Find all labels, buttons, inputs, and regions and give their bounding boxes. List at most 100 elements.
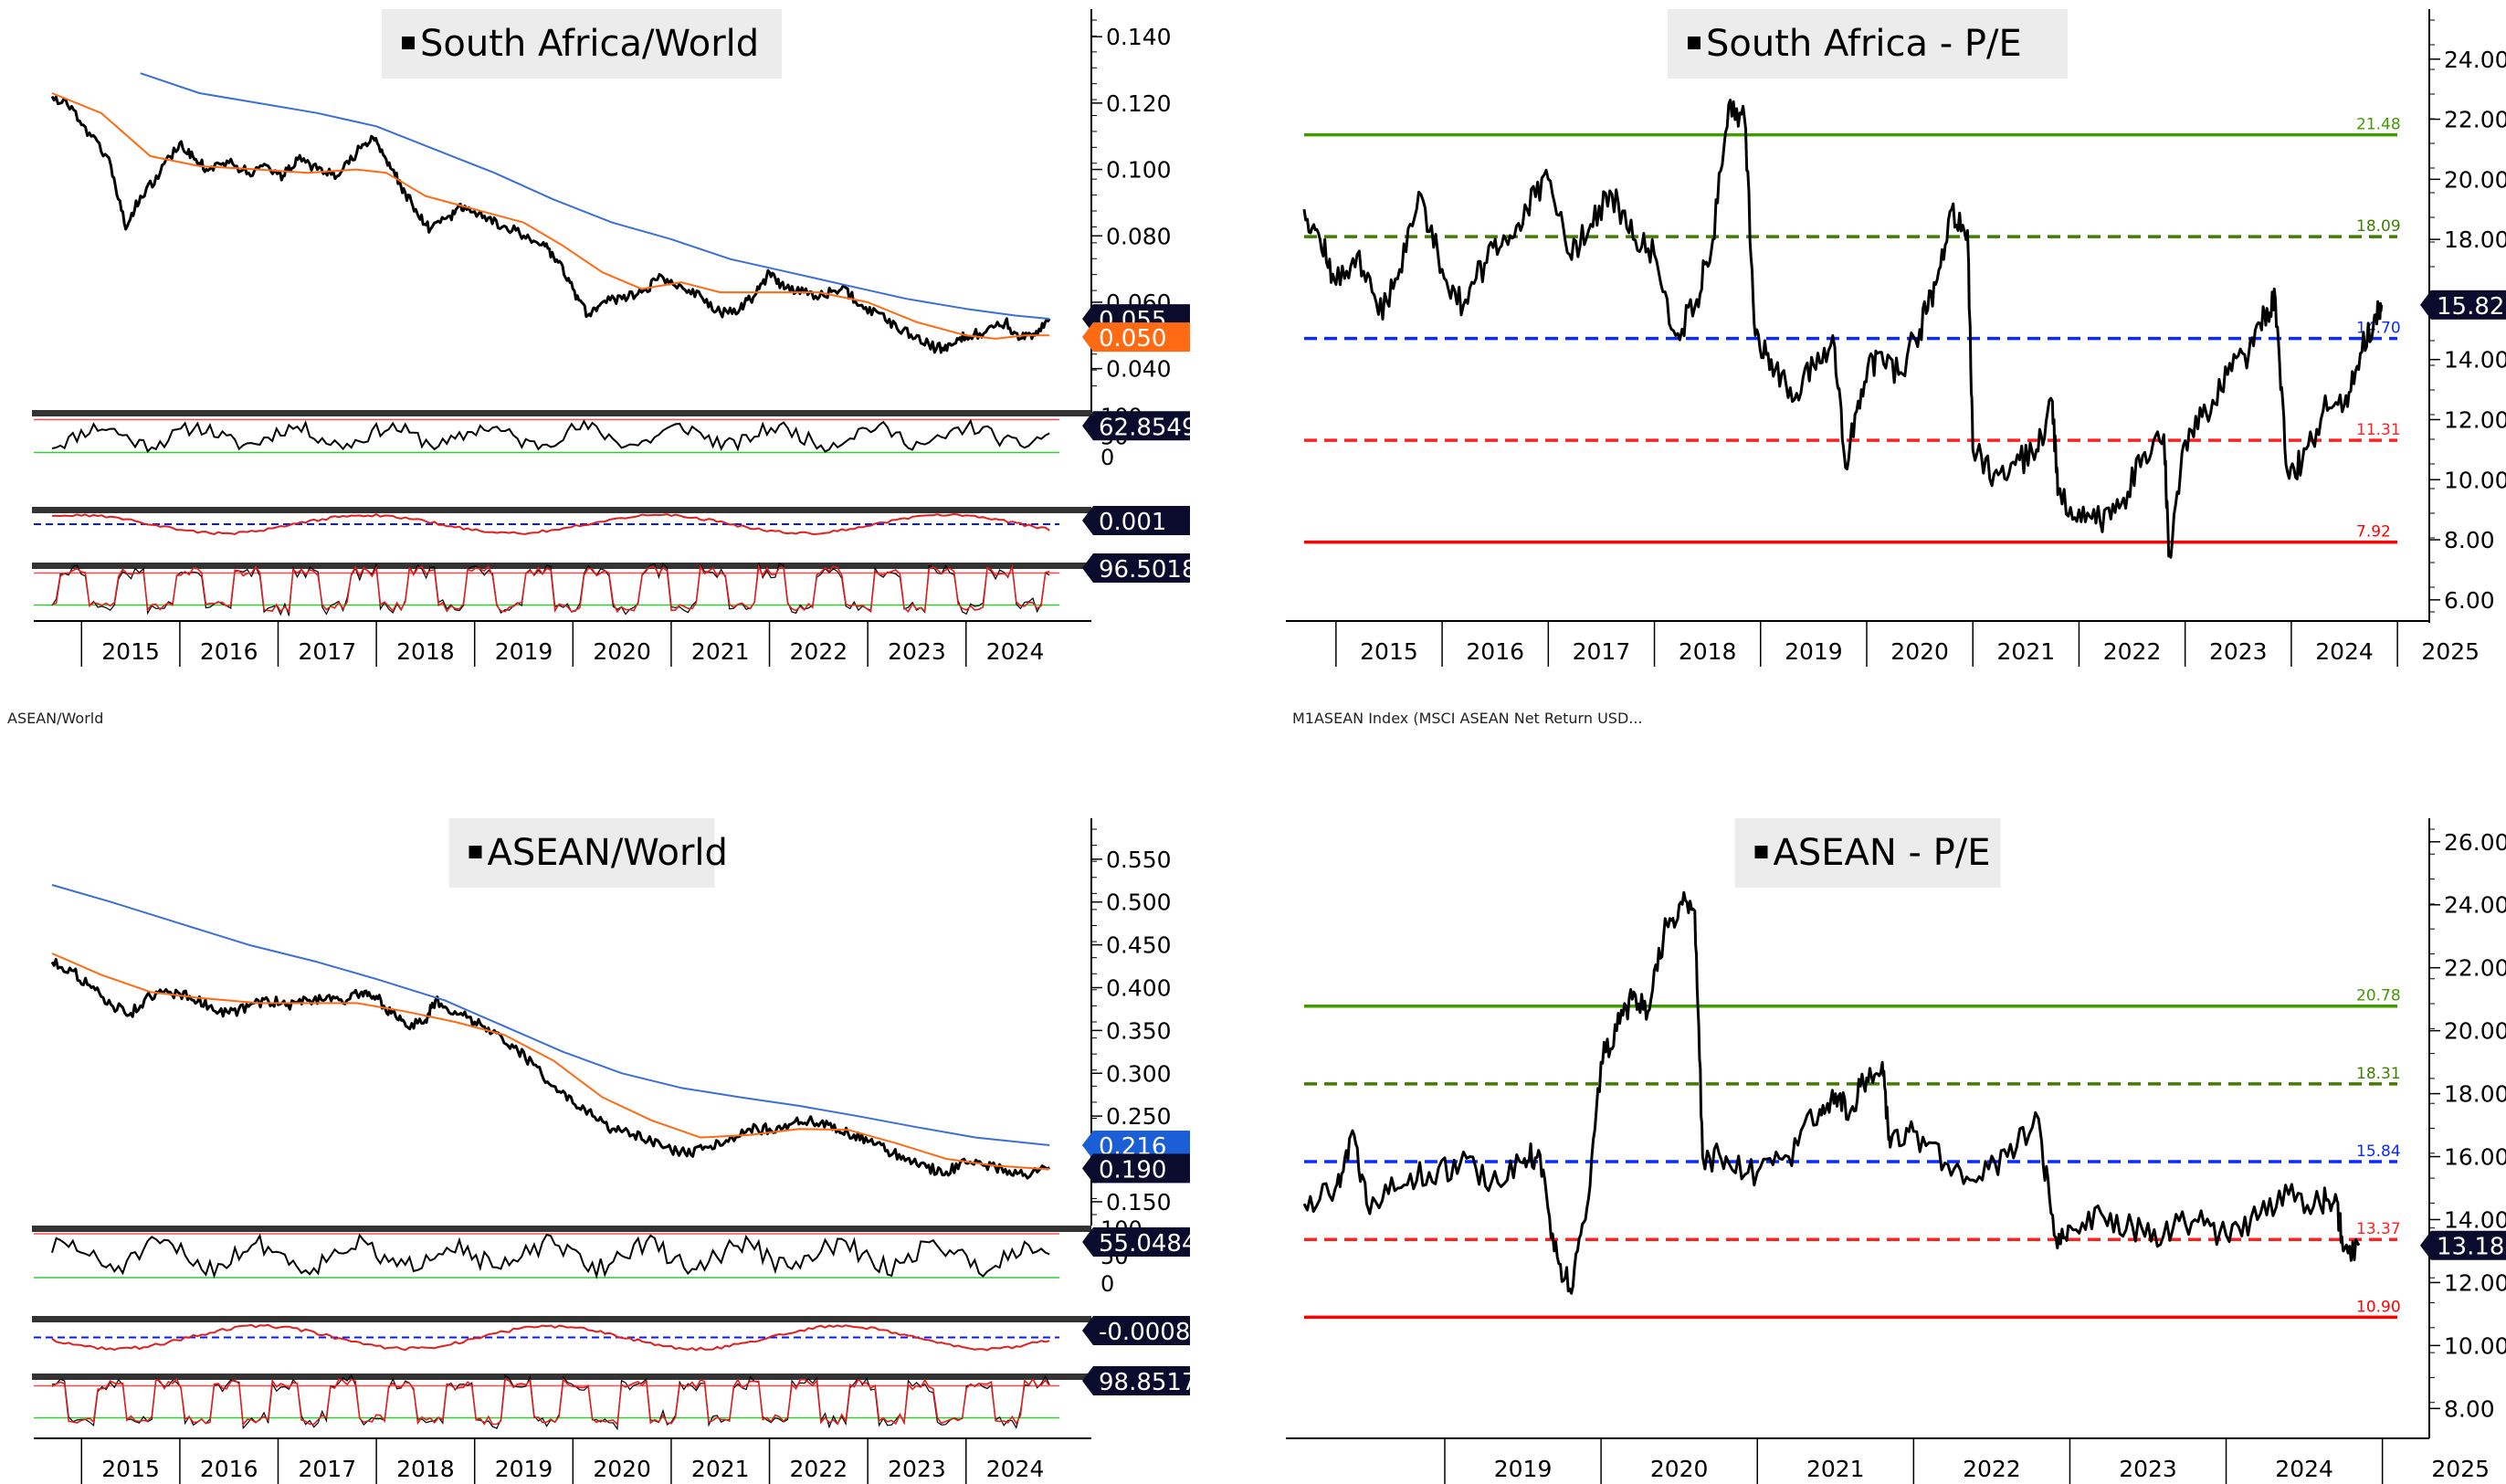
- rsi-line: [51, 1233, 1050, 1280]
- last-value-pointer: [1082, 322, 1093, 353]
- last-value-label: 0.190: [1082, 1153, 1190, 1184]
- y-tick-label: 22.00: [2444, 955, 2506, 982]
- band-label: 7.92: [2356, 523, 2391, 542]
- x-tick-label: 2019: [1785, 638, 1843, 665]
- last-value-label: 13.18: [2420, 1230, 2506, 1261]
- x-tick-label: 2016: [200, 638, 258, 665]
- title-square-icon: [1688, 37, 1700, 49]
- caption-asean-pe: M1ASEAN Index (MSCI ASEAN Net Return USD…: [1292, 710, 1643, 727]
- x-tick-label: 2022: [790, 638, 848, 665]
- last-value-pointer: [1082, 1316, 1093, 1345]
- x-tick-label: 2022: [1963, 1456, 2021, 1482]
- series-ma_short: [51, 952, 1050, 1171]
- stoch-k-line: [51, 563, 1050, 614]
- panel-separator: [32, 1373, 1091, 1380]
- last-value-box: [1093, 1316, 1190, 1345]
- last-value-label: 98.8517: [1082, 1366, 1197, 1396]
- y-tick-label: 0.550: [1106, 847, 1172, 873]
- last-value-pointer: [1082, 411, 1093, 441]
- y-tick-label: 0.080: [1106, 223, 1172, 249]
- x-tick-label: 2021: [691, 1456, 750, 1482]
- x-tick-label: 2017: [298, 638, 356, 665]
- title-box: [1668, 9, 2068, 79]
- last-value-box: [1093, 506, 1190, 535]
- y-tick-label: 16.00: [2444, 1144, 2506, 1171]
- last-value-label: 55.0484: [1082, 1227, 1197, 1258]
- chart-title: ASEAN/World: [488, 832, 728, 874]
- title-box: [382, 9, 782, 79]
- y-tick-label: 0.400: [1106, 974, 1172, 1001]
- series-ma_short: [51, 92, 1050, 340]
- last-value-label: -0.0008: [1082, 1316, 1190, 1346]
- x-tick-label: 2018: [396, 1456, 455, 1482]
- last-value-box: [1093, 1153, 1190, 1184]
- x-tick-label: 2016: [1466, 638, 1524, 665]
- x-tick-label: 2020: [1890, 638, 1949, 665]
- last-value-pointer: [2420, 1230, 2431, 1260]
- chart-title-asean_world: ASEAN/World: [448, 818, 728, 888]
- band-label: 18.09: [2356, 217, 2401, 236]
- x-tick-label: 2018: [1679, 638, 1737, 665]
- subpanel-rsi-asean_world: 10050055.0484: [34, 1216, 1197, 1297]
- x-tick-label: 2021: [1806, 1456, 1865, 1482]
- macd-line: [51, 512, 1050, 536]
- x-tick-label: 2015: [101, 638, 160, 665]
- y-tick-label: 8.00: [2444, 527, 2495, 553]
- x-tick-label: 2019: [495, 638, 553, 665]
- last-value-label: 0.001: [1082, 506, 1190, 536]
- panel-separator: [32, 410, 1091, 416]
- last-value-box: [1093, 1366, 1190, 1395]
- series-price: [50, 95, 1051, 354]
- x-tick-label: 2019: [1494, 1456, 1553, 1482]
- x-tick-label: 2021: [691, 638, 750, 665]
- x-axis-asean_pe: 2019 2020 2021 2022 2023 2024 2025: [1286, 1437, 2490, 1484]
- chart-title-asean_pe: ASEAN - P/E: [1734, 818, 2001, 888]
- stoch-k-line: [51, 1377, 1050, 1426]
- y-tick-label: 8.00: [2444, 1395, 2495, 1422]
- panel-separator: [32, 507, 1091, 513]
- panel-separator: [32, 1226, 1091, 1232]
- chart-title: South Africa/World: [420, 23, 759, 65]
- y-tick-label: 18.00: [2444, 226, 2506, 253]
- x-tick-label: 2022: [790, 1456, 848, 1482]
- title-box: [1734, 818, 2001, 888]
- title-square-icon: [1754, 846, 1768, 858]
- y-tick-label: 0.350: [1106, 1017, 1172, 1044]
- x-tick-label: 2019: [495, 1456, 553, 1482]
- macd-line: [51, 1323, 1050, 1352]
- x-axis-sa_world: 2015 2016 2017 2018 2019 2020 2021 2022 2023 2024: [34, 620, 1091, 667]
- x-tick-label: 2023: [2119, 1456, 2177, 1482]
- last-value-pointer: [2420, 289, 2431, 320]
- y-tick-label: 0.500: [1106, 889, 1172, 916]
- last-value-box: [2431, 1230, 2506, 1260]
- x-tick-label: 2017: [1573, 638, 1631, 665]
- x-tick-label: 2024: [2315, 638, 2374, 665]
- subpanel-rsi-sa_world: 10050062.8549: [34, 404, 1197, 470]
- y-tick-label: 26.00: [2444, 829, 2506, 856]
- y-tick-label: 24.00: [2444, 47, 2506, 73]
- x-tick-label: 2024: [986, 1456, 1045, 1482]
- x-tick-label: 2022: [2103, 638, 2162, 665]
- last-value-text: -0.0008: [1099, 1319, 1190, 1346]
- last-value-label: 62.8549: [1082, 411, 1197, 441]
- caption-asean-world: ASEAN/World: [7, 710, 104, 727]
- series-ma_long: [140, 72, 1050, 321]
- series-ma_long: [51, 884, 1050, 1146]
- y-tick-label: 0.300: [1106, 1060, 1172, 1087]
- band-label: 13.37: [2356, 1220, 2401, 1238]
- y-tick-label: 14.00: [2444, 347, 2506, 374]
- x-tick-label: 2023: [888, 638, 946, 665]
- last-value-text: 96.5018: [1099, 556, 1197, 584]
- last-value-pointer: [1082, 553, 1093, 583]
- x-tick-label: 2023: [2209, 638, 2268, 665]
- y-tick-label: 20.00: [2444, 166, 2506, 193]
- rsi-tick-label: 0: [1100, 1271, 1114, 1297]
- y-axis-asean_pe: 26.00 24.00 22.00 20.00 18.00 16.00 14.00 12.00…: [2428, 818, 2506, 1438]
- y-tick-label: 10.00: [2444, 1332, 2506, 1359]
- title-square-icon: [402, 37, 415, 49]
- y-tick-label: 6.00: [2444, 587, 2495, 614]
- series-price: [1302, 99, 2384, 559]
- last-value-box: [1093, 411, 1190, 441]
- x-tick-label: 2020: [593, 638, 651, 665]
